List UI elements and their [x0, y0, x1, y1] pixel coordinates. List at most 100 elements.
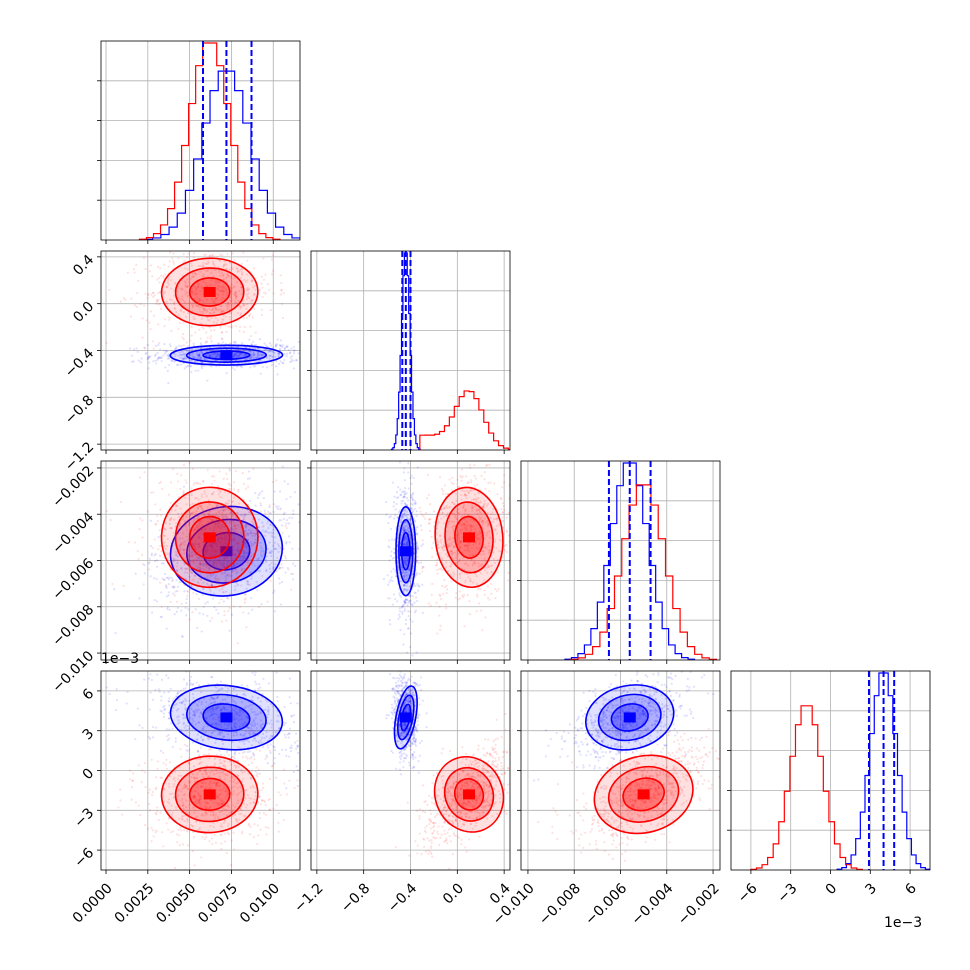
scatter-point [186, 594, 189, 597]
scatter-point [515, 547, 517, 549]
scatter-point [462, 595, 465, 599]
scatter-point [216, 524, 220, 528]
scatter-point [154, 560, 157, 563]
scatter-point [170, 360, 173, 363]
scatter-point [273, 566, 276, 569]
scatter-point [458, 523, 461, 526]
scatter-point [252, 656, 254, 658]
scatter-point [219, 259, 222, 263]
scatter-point [243, 325, 246, 329]
scatter-point [220, 537, 223, 540]
scatter-point [205, 544, 208, 548]
scatter-point [406, 541, 409, 544]
scatter-point [394, 570, 397, 573]
scatter-point [188, 359, 191, 362]
scatter-point [202, 587, 205, 590]
panel-content [101, 461, 300, 660]
scatter-point [196, 559, 199, 562]
scatter-point [210, 284, 214, 287]
scatter-point [175, 522, 178, 525]
scatter-point [479, 500, 482, 503]
scatter-point [190, 370, 193, 374]
scatter-point [194, 369, 197, 372]
scatter-point [236, 511, 239, 514]
scatter-point [239, 605, 242, 608]
scatter-point [221, 517, 224, 521]
scatter-point [415, 560, 418, 563]
scatter-point [450, 543, 453, 546]
scatter-point [199, 568, 202, 572]
scatter-point [443, 507, 446, 510]
scatter-point [213, 523, 217, 526]
scatter-point [402, 499, 405, 503]
scatter-point [185, 597, 188, 600]
scatter-point [219, 509, 223, 512]
scatter-point [166, 576, 170, 579]
scatter-point [230, 545, 234, 548]
scatter-point [193, 540, 197, 543]
scatter-point [153, 538, 156, 541]
scatter-point [168, 608, 171, 611]
scatter-point [240, 684, 244, 687]
scatter-point [148, 355, 151, 358]
scatter-point [419, 510, 422, 513]
scatter-point [175, 310, 178, 314]
scatter-point [185, 365, 188, 369]
scatter-point [217, 537, 220, 540]
scatter-point [189, 504, 192, 507]
scatter-point [469, 466, 472, 470]
scatter-point [225, 751, 229, 754]
scatter-point [459, 540, 462, 543]
scatter-point [208, 312, 211, 315]
scatter-point [197, 597, 201, 600]
scatter-point [407, 573, 410, 576]
scatter-point [224, 501, 227, 504]
scatter-point [285, 522, 288, 525]
scatter-point [483, 517, 486, 520]
scatter-point [194, 304, 198, 307]
scatter-point [446, 513, 449, 516]
scatter-point [260, 275, 264, 278]
scatter-point [163, 578, 166, 581]
scatter-point [184, 281, 187, 284]
scatter-point [469, 481, 473, 484]
scatter-point [221, 338, 224, 341]
scatter-point [241, 567, 244, 570]
scatter-point [452, 524, 455, 527]
scatter-point [230, 532, 233, 535]
scatter-point [278, 344, 281, 347]
scatter-point [222, 560, 225, 563]
scatter-point [494, 587, 497, 591]
scatter-point [158, 482, 161, 485]
scatter-point [415, 651, 418, 654]
scatter-point [485, 531, 489, 534]
scatter-point [204, 282, 207, 285]
scatter-point [139, 303, 142, 306]
scatter-point [436, 568, 439, 571]
scatter-point [232, 545, 235, 548]
scatter-point [387, 522, 390, 525]
scatter-point [192, 528, 196, 532]
scatter-point [233, 537, 236, 540]
scatter-point [487, 530, 490, 533]
scatter-point [181, 580, 185, 583]
scatter-point [182, 311, 185, 314]
scatter-point [252, 267, 256, 270]
scatter-point [180, 309, 183, 313]
scatter-point [403, 512, 406, 515]
scatter-point [265, 366, 269, 369]
scatter-point [144, 292, 147, 295]
scatter-point [403, 495, 406, 498]
scatter-point [201, 352, 204, 355]
scatter-point [196, 565, 199, 569]
scatter-point [402, 576, 406, 579]
scatter-point [411, 572, 414, 576]
scatter-point [445, 514, 448, 517]
scatter-point [235, 354, 239, 357]
scatter-point [214, 548, 217, 551]
scatter-point [168, 318, 171, 321]
scatter-point [175, 347, 178, 350]
scatter-point [484, 521, 487, 524]
scatter-point [436, 543, 439, 546]
scatter-point [461, 489, 464, 492]
